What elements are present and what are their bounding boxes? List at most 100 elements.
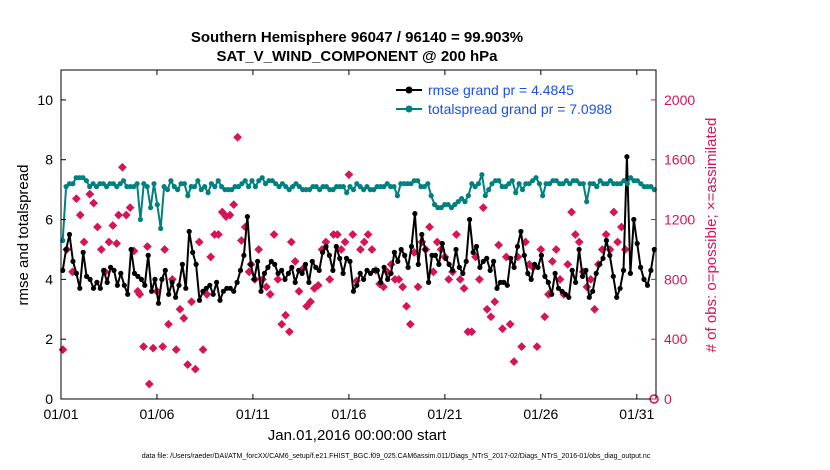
rmse-point [473,243,480,250]
spread-point [604,181,610,187]
obs-assimilated-point [233,132,242,142]
y-right-tick-label: 1200 [664,212,695,228]
spread-point [246,184,252,190]
rmse-point [63,246,69,253]
obs-assimilated-point [302,301,312,311]
spread-point [256,178,262,184]
rmse-point [145,252,151,258]
obs-assimilated-point [405,319,415,329]
rmse-point [282,276,288,282]
spread-point [506,181,512,187]
spread-point [347,184,353,190]
rmse-point [343,255,350,261]
spread-point [151,181,157,187]
rmse-point [535,264,541,270]
obs-assimilated-point [567,207,576,217]
obs-assimilated-point [281,310,290,320]
spread-point [117,181,123,187]
rmse-point [84,273,90,279]
obs-assimilated-point [551,245,561,254]
rmse-point [227,285,233,291]
rmse-point [241,252,247,258]
spread-point [161,184,167,190]
obs-assimilated-point [171,345,181,355]
spread-point [185,193,191,199]
obs-assimilated-point [198,345,208,355]
rmse-point [169,279,175,285]
spread-point [350,187,356,193]
rmse-point [634,240,640,247]
obs-assimilated-point [498,324,507,334]
rmse-point [542,273,548,279]
rmse-point [463,258,469,264]
spread-point [624,181,630,187]
obs-assimilated-point [85,189,95,199]
rmse-point [111,267,117,273]
spread-point [408,181,414,187]
rmse-point [77,285,83,291]
rmse-point [326,252,332,258]
rmse-point [549,291,555,297]
spread-point [364,184,370,190]
rmse-point [333,243,339,250]
rmse-point [330,267,336,273]
rmse-point [566,294,572,300]
rmse-point [607,252,613,258]
rmse-point [114,282,120,288]
obs-assimilated-point [158,342,168,352]
rmse-point [101,267,107,273]
rmse-point [617,285,623,291]
spread-point [621,178,627,184]
rmse-point [391,249,397,255]
obs-assimilated-point [229,200,239,209]
obs-assimilated-point [432,237,442,247]
rmse-point [644,282,651,288]
rmse-point [73,270,79,276]
obs-assimilated-point [444,274,454,284]
spread-point [425,181,431,187]
rmse-point [381,264,387,270]
obs-assimilated-point [160,245,170,254]
rmse-point [279,267,285,273]
obs-assimilated-point [425,222,434,232]
rmse-point [190,249,196,255]
rmse-point [648,267,654,273]
spread-point [465,193,471,199]
obs-assimilated-point [348,230,358,239]
rmse-point [87,276,93,282]
rmse-point [590,288,596,294]
spread-point [70,181,76,187]
rmse-point [559,288,565,294]
rmse-point [135,273,141,279]
rmse-point [532,261,538,267]
rmse-point [579,273,586,279]
rmse-point [94,279,100,285]
rmse-point [412,211,418,217]
obs-assimilated-point [273,274,283,284]
y-axis-label-left: rmse and totalspread [15,165,32,306]
spread-point [317,187,323,193]
rmse-point [275,270,281,276]
rmse-point [108,264,114,270]
spread-point [208,181,214,187]
rmse-point [255,258,261,264]
y-left-tick-label: 2 [45,331,53,347]
spread-point [330,187,336,193]
spread-point [526,181,532,187]
x-tick-label: 01/01 [43,406,78,422]
rmse-point [446,261,452,267]
rmse-point [316,267,322,273]
obs-assimilated-point [183,360,193,369]
rmse-point [395,258,401,264]
rmse-point [131,270,138,276]
spread-point [634,178,641,184]
obs-assimilated-point [455,274,465,284]
obs-assimilated-point [269,230,279,239]
rmse-point [504,282,510,288]
y-left-tick-label: 8 [45,152,53,168]
spread-point [164,187,171,193]
obs-assimilated-point [104,237,114,247]
spread-point [479,172,485,178]
rmse-point [350,288,356,294]
rmse-point [453,246,459,253]
